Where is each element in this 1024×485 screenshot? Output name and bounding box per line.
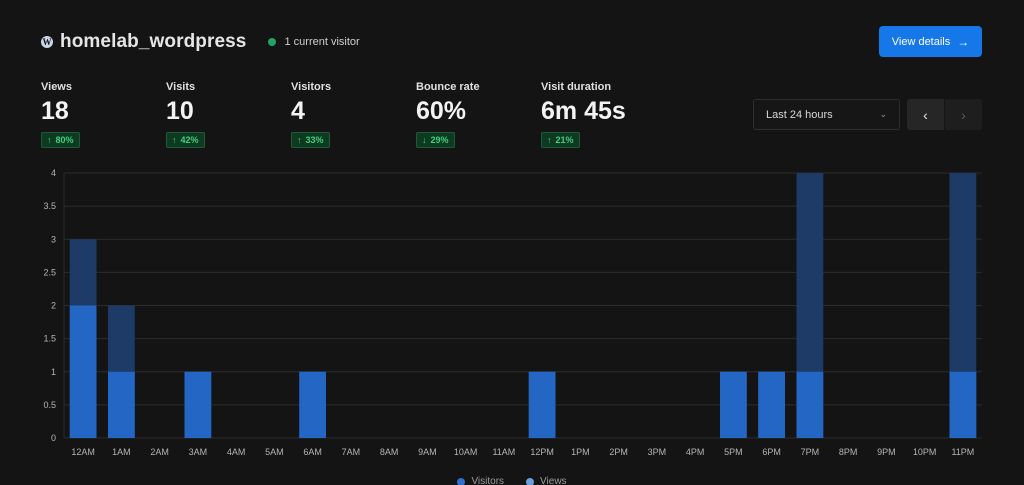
x-tick-label: 10AM — [454, 447, 478, 457]
chart-legend: Visitors Views — [0, 476, 1024, 485]
metric-label: Views — [41, 81, 72, 93]
metric-visit-duration: Visit duration 6m 45s ↑ 21% — [541, 81, 626, 148]
x-tick-label: 1AM — [112, 447, 131, 457]
y-tick-label: 0.5 — [43, 400, 56, 410]
legend-swatch-visitors — [457, 477, 466, 485]
y-tick-label: 2 — [51, 301, 56, 311]
x-tick-label: 9PM — [877, 447, 896, 457]
arrow-up-icon: ↑ — [297, 135, 302, 145]
metric-bounce-rate: Bounce rate 60% ↓ 29% — [416, 81, 480, 148]
chevron-right-icon: › — [961, 106, 966, 123]
view-details-button[interactable]: View details → — [879, 26, 982, 57]
metric-label: Visit duration — [541, 81, 612, 93]
bar-visitors — [69, 305, 97, 438]
legend-item-visitors[interactable]: Visitors — [457, 476, 504, 485]
x-tick-label: 1PM — [571, 447, 590, 457]
live-indicator-dot — [268, 38, 277, 46]
metric-value: 10 — [166, 97, 194, 125]
metric-visitors: Visitors 4 ↑ 33% — [291, 81, 331, 148]
metric-label: Visitors — [291, 81, 332, 93]
date-range-value: Last 24 hours — [766, 108, 833, 121]
metric-value: 60% — [416, 97, 467, 125]
metric-value: 18 — [41, 97, 69, 125]
next-period-button[interactable]: › — [945, 99, 982, 130]
bar-visitors — [528, 371, 556, 438]
previous-period-button[interactable]: ‹ — [907, 99, 944, 130]
x-tick-label: 6PM — [762, 447, 781, 457]
change-badge: ↑ 21% — [541, 132, 580, 148]
arrow-down-icon: ↓ — [422, 135, 427, 145]
x-tick-label: 2AM — [150, 447, 169, 457]
x-tick-label: 7PM — [801, 447, 820, 457]
date-range-select[interactable]: Last 24 hours ⌄ — [753, 99, 900, 130]
change-badge: ↑ 33% — [291, 132, 330, 148]
bar-visitors — [719, 371, 747, 438]
change-value: 21% — [555, 135, 574, 145]
view-details-label: View details — [891, 35, 951, 48]
bar-visitors — [949, 371, 977, 438]
x-tick-label: 9AM — [418, 447, 437, 457]
change-value: 29% — [430, 135, 449, 145]
change-value: 33% — [305, 135, 324, 145]
legend-label: Visitors — [471, 476, 505, 485]
visitors-views-chart: 0 0.5 1 1.5 2 2.5 3 3.5 4 12AM 1AM 2AM 3AM 4AM 5AM 6AM 7… — [43, 168, 982, 457]
arrow-up-icon: ↑ — [547, 135, 552, 145]
metric-views: Views 18 ↑ 80% — [41, 81, 80, 148]
arrow-up-icon: ↑ — [172, 135, 177, 145]
bar-visitors — [758, 371, 786, 438]
x-tick-label: 11PM — [951, 447, 974, 457]
y-tick-label: 1.5 — [43, 334, 56, 344]
x-tick-label: 5AM — [265, 447, 284, 457]
y-tick-label: 0 — [51, 433, 56, 443]
change-badge: ↑ 80% — [41, 132, 80, 148]
site-title: homelab_wordpress — [60, 31, 247, 52]
y-tick-label: 2.5 — [43, 267, 56, 277]
x-tick-label: 5PM — [724, 447, 743, 457]
metric-label: Bounce rate — [416, 81, 480, 93]
y-tick-label: 1 — [51, 367, 56, 377]
x-tick-label: 6AM — [303, 447, 322, 457]
wordpress-icon: W — [41, 36, 53, 48]
bar-visitors — [796, 371, 824, 438]
y-tick-label: 4 — [51, 168, 56, 178]
x-tick-label: 10PM — [913, 447, 937, 457]
x-tick-label: 12PM — [530, 447, 554, 457]
metric-label: Visits — [166, 81, 196, 93]
metric-value: 4 — [291, 97, 305, 125]
bar-visitors — [107, 371, 135, 438]
change-value: 42% — [180, 135, 199, 145]
x-tick-label: 4AM — [227, 447, 246, 457]
x-tick-label: 3PM — [648, 447, 667, 457]
metric-value: 6m 45s — [541, 97, 626, 125]
x-tick-label: 8AM — [380, 447, 399, 457]
change-badge: ↑ 42% — [166, 132, 205, 148]
x-tick-label: 2PM — [609, 447, 628, 457]
legend-swatch-views — [526, 477, 535, 485]
metric-visits: Visits 10 ↑ 42% — [166, 81, 205, 148]
x-tick-label: 4PM — [686, 447, 705, 457]
arrow-right-icon: → — [957, 34, 970, 49]
current-visitors-text: 1 current visitor — [284, 36, 360, 48]
chevron-left-icon: ‹ — [923, 106, 928, 123]
x-tick-label: 12AM — [71, 447, 95, 457]
bar-visitors — [184, 371, 212, 438]
change-value: 80% — [55, 135, 74, 145]
y-tick-label: 3.5 — [43, 201, 56, 211]
bar-visitors — [299, 371, 327, 438]
chevron-down-icon: ⌄ — [879, 109, 887, 119]
legend-item-views[interactable]: Views — [526, 476, 567, 485]
x-tick-label: 7AM — [342, 447, 361, 457]
x-tick-label: 8PM — [839, 447, 858, 457]
arrow-up-icon: ↑ — [47, 135, 52, 145]
site-header: W homelab_wordpress 1 current visitor — [41, 30, 360, 54]
change-badge: ↓ 29% — [416, 132, 455, 148]
legend-label: Views — [540, 476, 567, 485]
y-tick-label: 3 — [51, 234, 56, 244]
x-tick-label: 11AM — [492, 447, 515, 457]
x-tick-label: 3AM — [189, 447, 208, 457]
